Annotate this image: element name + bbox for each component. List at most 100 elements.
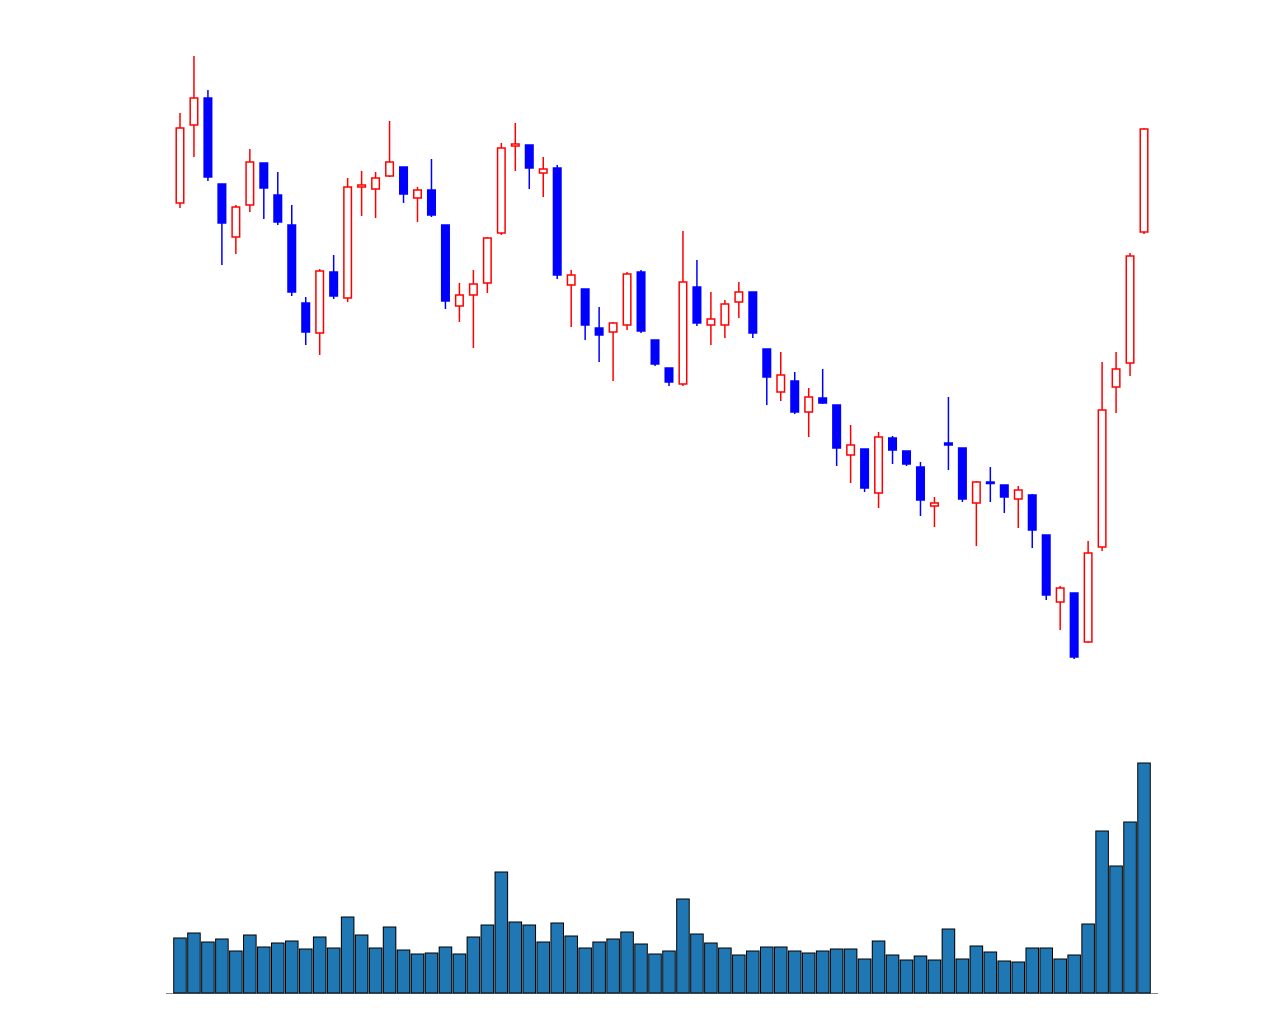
candle-body xyxy=(636,271,646,332)
candle-body xyxy=(846,444,856,456)
volume-bar xyxy=(620,931,634,994)
volume-bar xyxy=(298,948,313,994)
candle-body xyxy=(343,186,353,299)
candle-body xyxy=(329,271,339,297)
candle-body xyxy=(860,448,870,489)
candle-body xyxy=(901,450,912,465)
candle-body xyxy=(957,447,967,500)
volume-bar xyxy=(1109,865,1123,994)
candle-body xyxy=(1069,592,1079,658)
volume-bar xyxy=(704,942,718,994)
volume-bar xyxy=(606,938,620,994)
volume-bar xyxy=(662,950,676,994)
volume-bar xyxy=(732,954,746,994)
candle-body xyxy=(357,184,367,188)
candle-body xyxy=(371,177,381,190)
volume-bar xyxy=(1039,947,1054,994)
candle-body xyxy=(566,274,576,286)
volume-bar xyxy=(508,921,523,994)
volume-bar xyxy=(1137,762,1151,994)
candle-body xyxy=(468,283,478,296)
candle-body xyxy=(678,281,688,385)
candle-body xyxy=(915,466,925,501)
volume-bar xyxy=(466,936,481,994)
candle-body xyxy=(496,147,506,234)
volume-bar xyxy=(1081,923,1095,994)
volume-bar xyxy=(871,940,886,994)
candle-body xyxy=(399,166,409,195)
volume-bar xyxy=(354,934,369,994)
candle-body xyxy=(175,127,185,204)
volume-bar xyxy=(368,947,383,994)
candle-body xyxy=(385,161,395,177)
volume-bar xyxy=(578,947,592,994)
volume-bar xyxy=(257,946,271,994)
volume-bar xyxy=(1025,947,1040,994)
volume-bar xyxy=(396,949,411,994)
candle-body xyxy=(1013,489,1023,500)
volume-bar xyxy=(634,943,648,994)
volume-bar xyxy=(1067,954,1081,994)
volume-bar xyxy=(215,938,229,994)
candle-body xyxy=(482,237,492,284)
candle-body xyxy=(440,224,450,302)
volume-bar xyxy=(857,958,872,994)
candle-body xyxy=(189,97,199,126)
candle-body xyxy=(552,167,562,276)
candle-body xyxy=(1083,552,1093,643)
volume-bar xyxy=(284,940,299,994)
candle-body xyxy=(929,502,939,507)
candle-body xyxy=(1111,368,1121,388)
candle-body xyxy=(454,294,464,307)
candle-body xyxy=(762,348,772,378)
candle-body xyxy=(301,302,311,333)
volume-bar xyxy=(270,942,285,994)
volume-bar xyxy=(522,924,537,994)
volume-bar xyxy=(899,959,914,994)
volume-bar xyxy=(480,924,495,994)
candle-body xyxy=(999,484,1009,498)
volume-bar xyxy=(718,947,732,994)
candle-body xyxy=(1097,409,1107,548)
volume-bar xyxy=(759,946,774,994)
volume-bar xyxy=(1095,830,1109,994)
candle-body xyxy=(524,144,534,169)
volume-bar xyxy=(1123,821,1137,994)
candle-body xyxy=(231,206,241,238)
volume-bar xyxy=(564,935,578,994)
candle-body xyxy=(734,291,744,303)
volume-bar xyxy=(885,954,900,994)
candle-body xyxy=(1139,128,1149,233)
volume-bar xyxy=(913,955,928,994)
candle-body xyxy=(245,161,255,206)
volume-bar xyxy=(187,932,201,994)
candle-body xyxy=(217,183,227,224)
volume-bar xyxy=(452,953,467,994)
volume-bar xyxy=(592,941,606,994)
volume-bar xyxy=(438,946,453,994)
volume-bar xyxy=(927,959,942,994)
candle-body xyxy=(426,189,436,216)
volume-bar xyxy=(997,960,1012,994)
volume-bar xyxy=(983,951,998,994)
candle-body xyxy=(412,189,423,199)
candle-body xyxy=(874,436,884,494)
volume-bar xyxy=(801,952,816,994)
candle-body xyxy=(971,481,981,504)
volume-bar xyxy=(773,946,788,994)
candle-body xyxy=(720,303,730,326)
volume-bar xyxy=(969,945,984,994)
candle-body xyxy=(692,286,702,324)
candle-body xyxy=(1027,494,1037,531)
candle-body xyxy=(650,339,660,365)
candle-body xyxy=(594,327,604,336)
volume-bar xyxy=(410,953,425,994)
volume-bar xyxy=(941,928,956,994)
volume-bar xyxy=(326,947,341,994)
volume-bar xyxy=(829,948,844,994)
candle-body xyxy=(776,374,786,393)
volume-bar xyxy=(787,950,802,994)
candle-body xyxy=(790,380,800,413)
